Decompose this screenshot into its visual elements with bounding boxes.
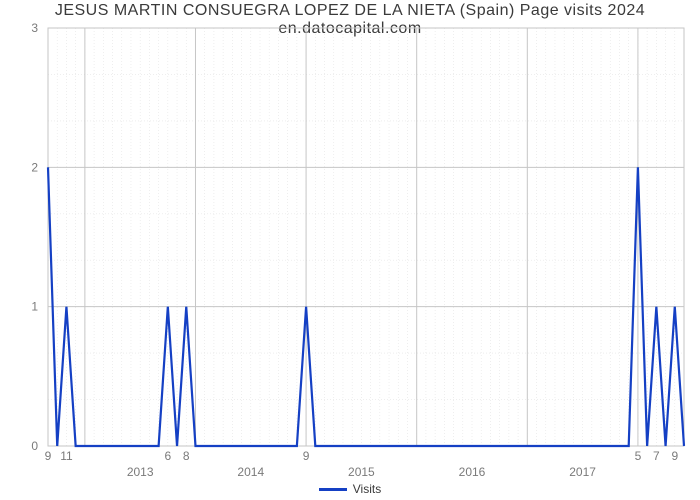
legend-label: Visits [353, 482, 381, 496]
line-chart: 012391168957920132014201520162017 [0, 0, 700, 500]
svg-text:2015: 2015 [348, 465, 375, 479]
svg-text:1: 1 [31, 300, 38, 314]
legend: Visits [0, 481, 700, 496]
svg-text:0: 0 [31, 439, 38, 453]
svg-text:9: 9 [671, 449, 678, 463]
svg-text:2: 2 [31, 160, 38, 174]
chart-container: JESUS MARTIN CONSUEGRA LOPEZ DE LA NIETA… [0, 0, 700, 500]
svg-text:6: 6 [164, 449, 171, 463]
svg-text:7: 7 [653, 449, 660, 463]
svg-text:9: 9 [303, 449, 310, 463]
svg-text:2014: 2014 [237, 465, 264, 479]
svg-text:5: 5 [635, 449, 642, 463]
svg-text:2013: 2013 [127, 465, 154, 479]
svg-text:9: 9 [45, 449, 52, 463]
svg-text:8: 8 [183, 449, 190, 463]
svg-text:2016: 2016 [459, 465, 486, 479]
legend-swatch [319, 488, 347, 491]
svg-text:2017: 2017 [569, 465, 596, 479]
svg-text:3: 3 [31, 21, 38, 35]
svg-text:11: 11 [60, 449, 73, 463]
